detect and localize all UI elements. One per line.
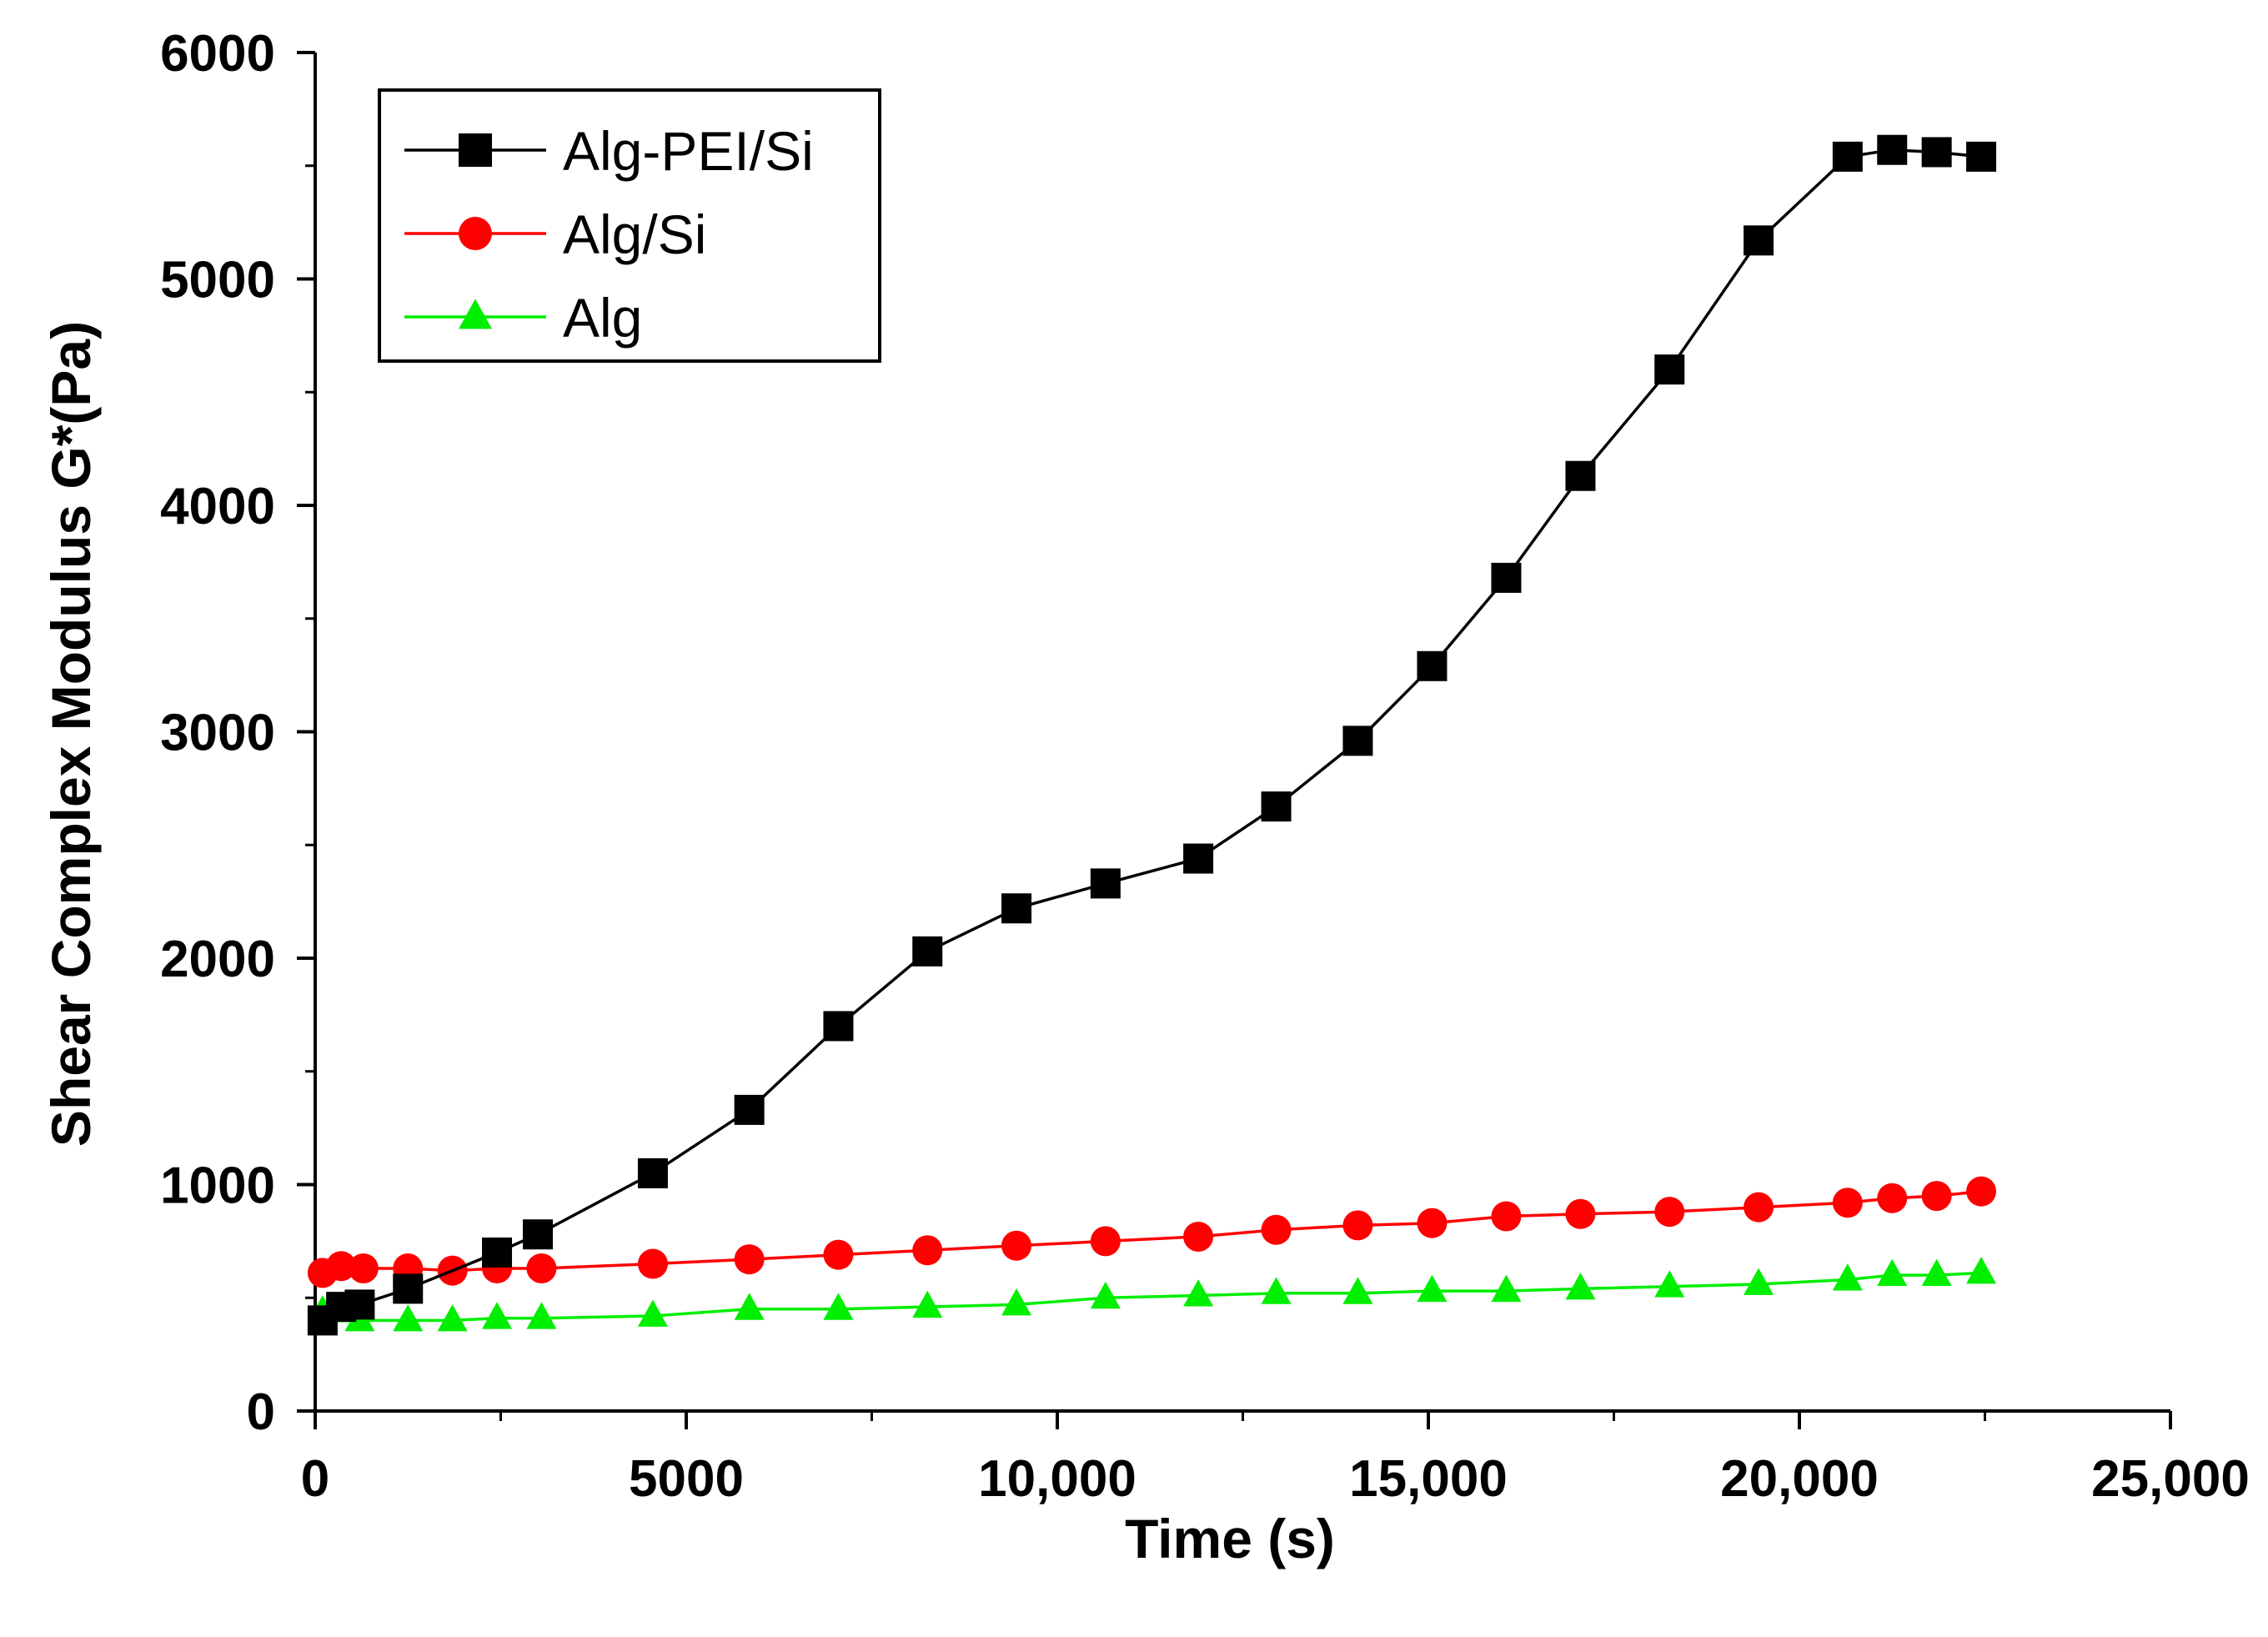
series-line bbox=[322, 1189, 1982, 1275]
x-tick-label: 10,000 bbox=[978, 1450, 1137, 1508]
data-point bbox=[1417, 650, 1448, 681]
data-point bbox=[1342, 726, 1373, 756]
data-point bbox=[1565, 1198, 1596, 1229]
x-tick-label: 5000 bbox=[629, 1450, 744, 1508]
data-point bbox=[1966, 1176, 1997, 1207]
x-tick-label: 25,000 bbox=[2091, 1450, 2250, 1508]
y-axis-title: Shear Complex Modulus G*(Pa) bbox=[40, 321, 102, 1147]
x-tick-label: 0 bbox=[301, 1450, 329, 1508]
data-point bbox=[1491, 1201, 1522, 1232]
legend: Alg-PEI/Si Alg/Si Alg bbox=[378, 88, 881, 363]
data-point bbox=[734, 1293, 765, 1320]
data-point bbox=[823, 1239, 854, 1270]
data-point bbox=[1565, 460, 1596, 491]
series-alg-si bbox=[307, 1176, 1997, 1288]
data-point bbox=[1877, 1258, 1908, 1287]
data-point bbox=[1654, 354, 1685, 385]
legend-label: Alg/Si bbox=[563, 203, 706, 265]
data-point bbox=[1183, 843, 1214, 874]
data-point bbox=[1832, 141, 1863, 172]
data-point bbox=[637, 1157, 668, 1188]
data-point bbox=[1832, 1263, 1863, 1291]
series-alg-pei-si bbox=[307, 134, 1997, 1336]
data-point bbox=[1832, 1188, 1863, 1218]
data-point bbox=[1877, 1183, 1908, 1213]
y-tick-label: 5000 bbox=[160, 252, 275, 309]
legend-marker bbox=[459, 133, 492, 167]
data-point bbox=[1342, 1210, 1373, 1241]
data-point bbox=[1491, 1274, 1522, 1303]
legend-label: Alg bbox=[563, 287, 642, 349]
data-point bbox=[1417, 1274, 1448, 1303]
data-point bbox=[734, 1244, 765, 1275]
legend-item: Alg/Si bbox=[404, 203, 706, 265]
data-point bbox=[393, 1273, 424, 1304]
data-point bbox=[1417, 1208, 1448, 1238]
data-point bbox=[526, 1253, 557, 1283]
legend-marker bbox=[459, 217, 492, 250]
data-point bbox=[1966, 1256, 1997, 1284]
y-tick-label: 1000 bbox=[160, 1157, 275, 1215]
data-point bbox=[912, 936, 943, 967]
y-tick-label: 2000 bbox=[160, 931, 275, 988]
data-point bbox=[1342, 1277, 1373, 1304]
data-point bbox=[823, 1293, 854, 1320]
data-point bbox=[482, 1302, 513, 1329]
data-point bbox=[1183, 1279, 1214, 1307]
data-point bbox=[523, 1219, 553, 1250]
legend-item: Alg bbox=[404, 287, 642, 349]
y-tick-label: 6000 bbox=[160, 25, 275, 83]
data-point bbox=[482, 1237, 513, 1268]
data-point bbox=[912, 1290, 943, 1318]
data-point bbox=[1001, 893, 1032, 924]
legend-marker bbox=[459, 299, 492, 329]
data-point bbox=[734, 1094, 765, 1125]
data-point bbox=[1090, 1226, 1121, 1257]
data-point bbox=[344, 1289, 375, 1320]
data-point bbox=[1654, 1197, 1685, 1228]
x-axis-title: Time (s) bbox=[1125, 1508, 1335, 1569]
data-point bbox=[437, 1303, 468, 1332]
series-layer bbox=[307, 134, 1997, 1336]
data-point bbox=[823, 1011, 854, 1042]
data-point bbox=[637, 1299, 668, 1327]
data-point bbox=[1921, 1258, 1952, 1287]
data-point bbox=[1744, 225, 1774, 256]
data-point bbox=[1090, 868, 1121, 899]
data-point bbox=[326, 1251, 357, 1282]
legend-item: Alg-PEI/Si bbox=[404, 120, 814, 182]
data-point bbox=[1183, 1221, 1214, 1252]
data-point bbox=[1744, 1192, 1774, 1223]
data-point bbox=[1001, 1230, 1032, 1261]
data-point bbox=[1744, 1268, 1774, 1295]
series-line bbox=[322, 1271, 1982, 1323]
data-point bbox=[393, 1303, 424, 1332]
data-point bbox=[637, 1248, 668, 1279]
data-point bbox=[1491, 562, 1522, 593]
x-tick-label: 20,000 bbox=[1720, 1450, 1879, 1508]
y-tick-label: 4000 bbox=[160, 478, 275, 535]
data-point bbox=[1261, 791, 1292, 822]
data-point bbox=[1966, 141, 1997, 172]
data-point bbox=[1654, 1270, 1685, 1298]
data-point bbox=[526, 1302, 557, 1329]
x-tick-label: 15,000 bbox=[1349, 1450, 1508, 1508]
data-point bbox=[1921, 1181, 1952, 1212]
data-point bbox=[1261, 1277, 1292, 1304]
legend-label: Alg-PEI/Si bbox=[563, 120, 814, 182]
data-point bbox=[1565, 1272, 1596, 1300]
y-tick-label: 0 bbox=[247, 1383, 275, 1441]
data-point bbox=[348, 1253, 379, 1283]
data-point bbox=[912, 1235, 943, 1266]
data-point bbox=[1877, 134, 1908, 165]
data-point bbox=[1001, 1288, 1032, 1316]
data-point bbox=[1090, 1281, 1121, 1309]
y-tick-label: 3000 bbox=[160, 705, 275, 762]
axes: 0 5000 10,000 15,000 20,000 25,000 0 1000 2000 30… bbox=[160, 25, 2250, 1508]
data-point bbox=[1921, 137, 1952, 168]
data-point bbox=[1261, 1214, 1292, 1245]
